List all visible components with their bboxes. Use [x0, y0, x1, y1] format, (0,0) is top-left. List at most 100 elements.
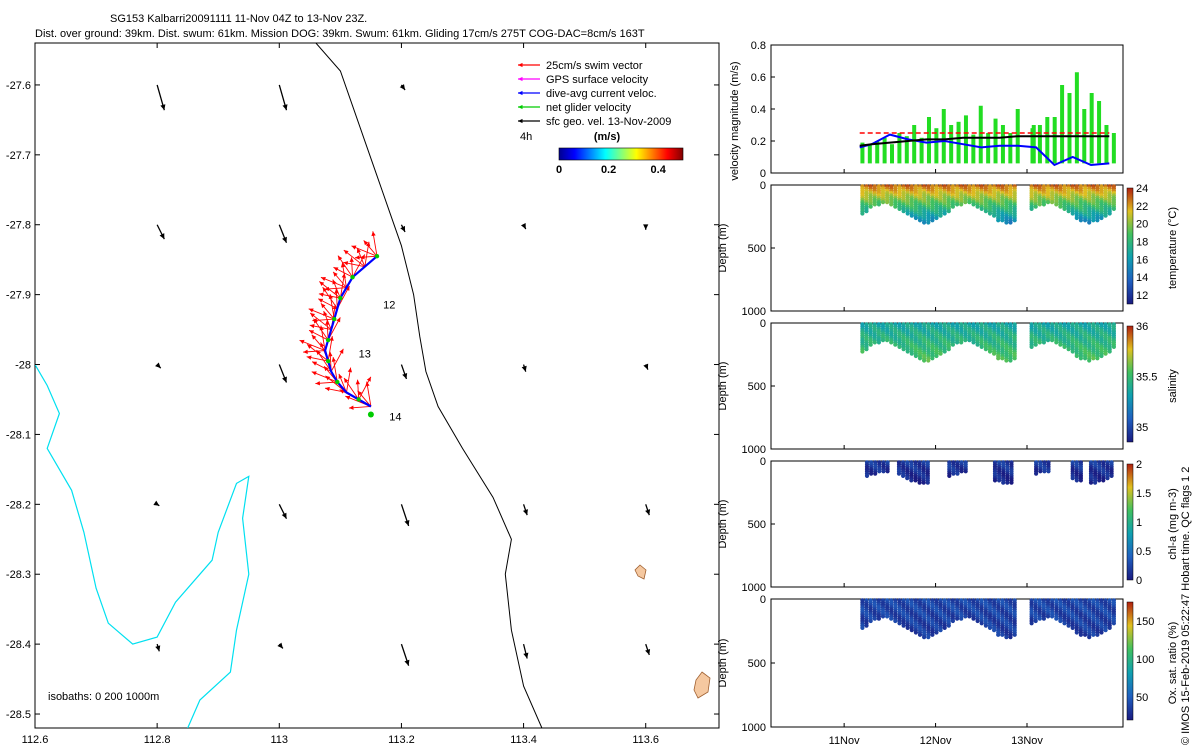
swim-vector: [365, 381, 372, 407]
surface-velocity-vector: [400, 504, 410, 527]
map-x-tick-label: 112.6: [22, 734, 49, 746]
net-glider-velocity-point: [332, 316, 337, 322]
oxygen-colorbar-tick-label: 100: [1136, 654, 1154, 666]
temperature-y-tick-label: 500: [748, 243, 766, 255]
oxygen-sample-point: [1074, 630, 1079, 635]
salinity-colorbar-tick-label: 35: [1136, 422, 1148, 434]
velocity-y-label: velocity magnitude (m/s): [729, 61, 741, 180]
surface-velocity-vector: [400, 364, 408, 380]
swim-vector: [352, 254, 366, 278]
oxygen-sample-point: [971, 616, 976, 621]
temperature-colorbar-label: temperature (°C): [1167, 207, 1179, 289]
time-tick-label: 13Nov: [1011, 735, 1043, 747]
swim-vector: [348, 405, 371, 410]
swim-vector: [311, 361, 332, 372]
oxygen-sample-point: [1087, 635, 1092, 640]
temperature-sample-point: [1008, 220, 1013, 225]
salinity-y-label: Depth (m): [717, 362, 729, 411]
surface-velocity-vector: [156, 84, 166, 111]
salinity-panel: 0 500 1000 Depth (m) 36 35.5 35 salinity: [717, 318, 1179, 456]
salinity-sample-point: [938, 351, 943, 356]
salinity-sample-point: [1066, 347, 1071, 352]
swim-vector: [311, 371, 338, 383]
net-glider-velocity-point: [356, 397, 361, 402]
oxygen-sample-point: [880, 614, 886, 619]
oxygen-sample-point: [1083, 632, 1088, 637]
oxygen-sample-point: [1050, 614, 1055, 619]
temperature-colorbar-tick-label: 24: [1136, 183, 1148, 195]
chlorophyll-sample-point: [1034, 471, 1039, 476]
isobath-200m: [315, 43, 543, 728]
oxygen-sample-point: [1099, 630, 1104, 635]
net-glider-velocity-point: [338, 295, 343, 301]
chlorophyll-sample-point: [1070, 476, 1075, 481]
oxygen-sample-point: [967, 614, 972, 619]
chlorophyll-sample-point: [955, 471, 960, 476]
temperature-colorbar-tick-label: 14: [1136, 272, 1148, 284]
oxygen-sample-point: [930, 632, 935, 637]
salinity-sample-point: [917, 356, 923, 361]
chlorophyll-sample-point: [1009, 480, 1014, 485]
time-series-panels: 0 0.2 0.4 0.6 0.8 velocity magnitude (m/s) 0 50…: [717, 40, 1179, 747]
salinity-sample-point: [1041, 340, 1046, 345]
salinity-sample-point: [1029, 344, 1034, 349]
salinity-sample-point: [1004, 358, 1009, 363]
temperature-y-tick-label: 0: [760, 180, 766, 192]
chlorophyll-colorbar-tick-label: 0: [1136, 575, 1142, 587]
temperature-sample-point: [983, 209, 989, 214]
salinity-sample-point: [909, 351, 914, 356]
chlorophyll-colorbar-tick-label: 0.5: [1136, 546, 1151, 558]
temperature-sample-point: [1045, 200, 1051, 205]
surface-velocity-vector: [400, 643, 410, 666]
chlorophyll-sample-point: [873, 471, 878, 476]
salinity-sample-point: [876, 340, 882, 345]
salinity-sample-point: [897, 344, 902, 349]
chlorophyll-sample-point: [913, 478, 918, 483]
velocity-y-tick-label: 0: [760, 168, 766, 180]
temperature-colorbar-tick-label: 18: [1136, 237, 1148, 249]
oxygen-panel: 0 500 1000 Depth (m) 150 100 50 Ox. sat. ratio …: [717, 594, 1179, 734]
oxygen-sample-point: [917, 632, 923, 637]
chlorophyll-sample-point: [992, 478, 998, 483]
swim-vector: [357, 390, 372, 407]
salinity-sample-point: [1091, 356, 1096, 361]
salinity-sample-point: [1078, 356, 1083, 361]
chlorophyll-sample-point: [925, 480, 930, 485]
isobath-label: isobaths: 0 200 1000m: [48, 691, 159, 703]
salinity-sample-point: [1107, 349, 1112, 354]
oxygen-sample-point: [1091, 632, 1096, 637]
velocity-series-line: [859, 133, 1110, 167]
map-y-tick-label: -28.1: [6, 429, 31, 441]
oxygen-sample-point: [1066, 623, 1071, 628]
temperature-sample-point: [897, 206, 902, 211]
salinity-sample-point: [1087, 358, 1092, 363]
legend-item: net glider velocity: [546, 102, 631, 114]
figure-title-line1: SG153 Kalbarri20091111 11-Nov 04Z to 13-…: [110, 13, 367, 25]
colorbar: [558, 147, 684, 161]
dive-avg-current-track: [323, 255, 378, 408]
legend-note: 4h: [520, 131, 532, 143]
temperature-colorbar-tick-label: 16: [1136, 254, 1148, 266]
chlorophyll-sample-point: [881, 469, 886, 474]
salinity-sample-point: [1103, 351, 1108, 356]
temperature-sample-point: [1087, 220, 1092, 225]
oxygen-sample-point: [901, 623, 906, 628]
surface-velocity-vector: [277, 642, 284, 649]
temperature-sample-point: [889, 202, 894, 207]
chlorophyll-y-tick-label: 500: [748, 519, 766, 531]
oxygen-sample-point: [1041, 616, 1046, 621]
swim-vector: [337, 255, 353, 278]
chlorophyll-colorbar-tick-label: 1: [1136, 517, 1142, 529]
oxygen-sample-point: [889, 616, 894, 621]
temperature-sample-point: [876, 202, 882, 207]
surface-velocity-vector: [643, 363, 649, 370]
oxygen-sample-point: [955, 616, 960, 621]
oxygen-sample-point: [987, 625, 993, 631]
swim-vector: [332, 271, 347, 288]
salinity-sample-point: [959, 340, 964, 345]
temperature-sample-point: [1033, 204, 1038, 209]
temperature-sample-point: [1095, 218, 1100, 223]
oxygen-sample-point: [1095, 632, 1100, 637]
chlorophyll-sample-point: [917, 480, 922, 485]
map-y-tick-label: -28.3: [6, 569, 31, 581]
